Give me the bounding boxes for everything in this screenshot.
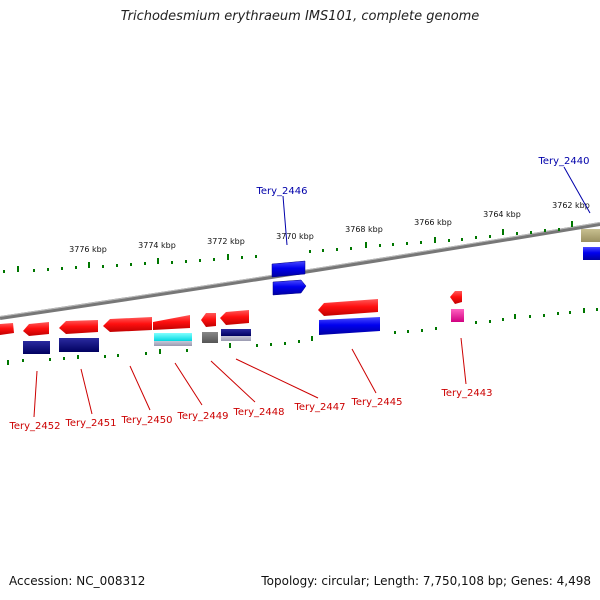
- gene-tery-2449-arrow[interactable]: [153, 315, 190, 330]
- gene-tery-2446-lower[interactable]: [272, 279, 307, 296]
- scale-label-3770: 3770 kbp: [276, 232, 314, 241]
- gene-tery-2443-arrow[interactable]: [450, 291, 462, 304]
- outer-tick-row: [3, 221, 573, 273]
- gene-tery-2452-arrow[interactable]: [23, 322, 49, 336]
- gene-tery-2452-box[interactable]: [23, 341, 50, 354]
- gene-tery-2449-shadow: [154, 341, 192, 346]
- gene-tery-2440-blue[interactable]: [583, 247, 600, 260]
- gene-label-tery-2451[interactable]: Tery_2451: [64, 418, 116, 429]
- scale-label-3762: 3762 kbp: [552, 201, 590, 210]
- gene-tery-2448-box[interactable]: [202, 332, 218, 343]
- gene-tery-2443-box[interactable]: [451, 309, 464, 322]
- scale-labels: 3776 kbp 3774 kbp 3772 kbp 3770 kbp 3768…: [69, 201, 590, 254]
- gene-label-tery-2440[interactable]: Tery_2440: [537, 156, 589, 167]
- gene-label-tery-2447[interactable]: Tery_2447: [293, 402, 345, 413]
- gene-tery-2445-box[interactable]: [319, 317, 380, 335]
- gene-label-tery-2445[interactable]: Tery_2445: [350, 397, 402, 408]
- forward-strand-features: [0, 291, 464, 354]
- gene-tery-2447-shadow: [221, 336, 251, 341]
- genome-title: Trichodesmium erythraeum IMS101, complet…: [120, 9, 480, 24]
- scale-label-3776: 3776 kbp: [69, 245, 107, 254]
- gene-tery-2451-box[interactable]: [59, 338, 99, 352]
- accession-text: Accession: NC_008312: [9, 574, 146, 588]
- inner-tick-row: [7, 308, 598, 365]
- gene-tery-2448-arrow[interactable]: [201, 313, 216, 327]
- gene-label-tery-2452[interactable]: Tery_2452: [8, 421, 60, 432]
- gene-tery-2451-arrow[interactable]: [59, 320, 98, 334]
- scale-label-3768: 3768 kbp: [345, 225, 383, 234]
- scale-label-3772: 3772 kbp: [207, 237, 245, 246]
- gene-label-tery-2448[interactable]: Tery_2448: [232, 407, 284, 418]
- scale-label-3774: 3774 kbp: [138, 241, 176, 250]
- label-leader-lines: [33, 166, 591, 418]
- gene-label-tery-2443[interactable]: Tery_2443: [440, 388, 492, 399]
- scale-label-3766: 3766 kbp: [414, 218, 452, 227]
- gene-labels: Tery_2440 Tery_2446 Tery_2452 Tery_2451 …: [8, 156, 589, 432]
- gene-label-tery-2446[interactable]: Tery_2446: [255, 186, 307, 197]
- gene-tery-2445-arrow[interactable]: [318, 299, 378, 316]
- gene-tery-2440-olive[interactable]: [581, 229, 600, 242]
- gene-tery-2447-arrow[interactable]: [220, 310, 249, 325]
- gene-tery-2447-box[interactable]: [221, 329, 251, 336]
- gene-tery-2450-arrow[interactable]: [103, 317, 152, 332]
- scale-label-3764: 3764 kbp: [483, 210, 521, 219]
- topology-text: Topology: circular; Length: 7,750,108 bp…: [261, 574, 591, 588]
- gene-tery-2446-upper[interactable]: [271, 260, 306, 278]
- gene-tery-2453-arrow[interactable]: [0, 323, 14, 335]
- gene-label-tery-2449[interactable]: Tery_2449: [176, 411, 228, 422]
- reverse-strand-features: [271, 229, 600, 296]
- gene-tery-2449-box[interactable]: [154, 333, 192, 341]
- gene-label-tery-2450[interactable]: Tery_2450: [120, 415, 172, 426]
